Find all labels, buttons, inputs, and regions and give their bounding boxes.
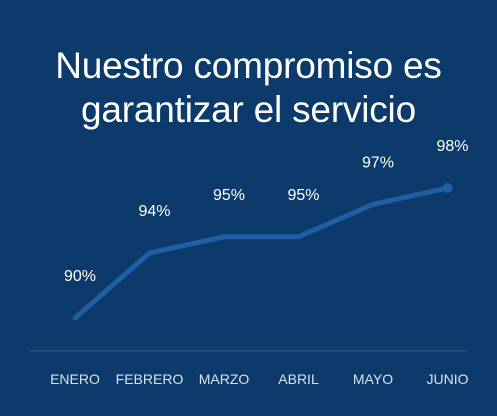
chart-title-line-1: Nuestro compromiso es: [55, 45, 442, 86]
x-tick-label: FEBRERO: [116, 371, 184, 387]
data-point-end: [442, 183, 453, 193]
chart-title: Nuestro compromiso es garantizar el serv…: [0, 44, 497, 132]
x-tick-label: JUNIO: [427, 371, 469, 387]
x-tick-label: MARZO: [199, 371, 250, 387]
x-tick-label: ENERO: [50, 371, 100, 387]
data-label: 97%: [362, 154, 394, 171]
chart-title-line-2: garantizar el servicio: [81, 89, 416, 130]
series-line: [72, 185, 450, 321]
x-tick-label: MAYO: [353, 371, 393, 387]
data-label: 95%: [287, 187, 319, 204]
data-label: 90%: [64, 268, 96, 285]
data-label: 94%: [138, 203, 170, 220]
data-label: 98%: [436, 138, 468, 155]
x-tick-label: ABRIL: [278, 371, 319, 387]
data-label: 95%: [213, 187, 245, 204]
